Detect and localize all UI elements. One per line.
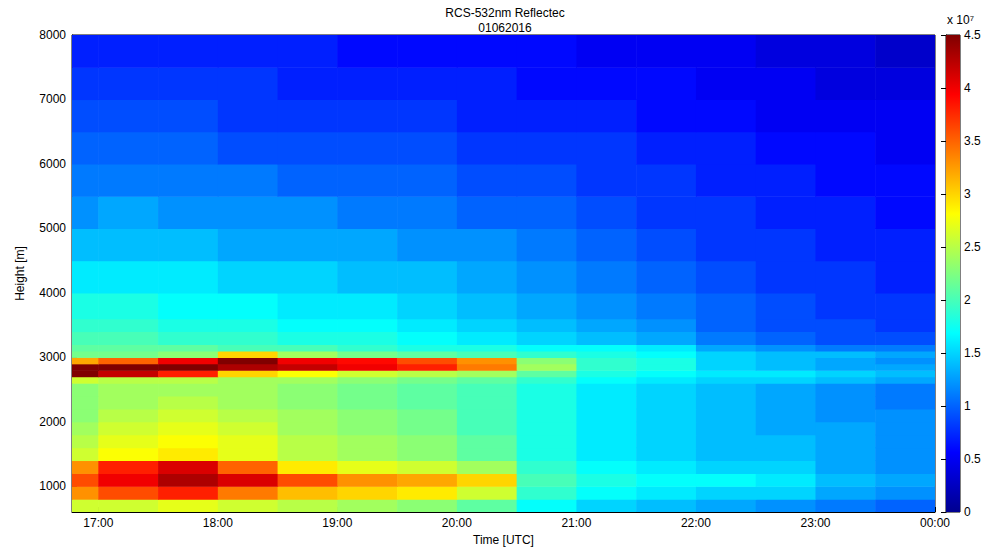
svg-text:Time [UTC]: Time [UTC] [473,533,534,547]
svg-text:18:00: 18:00 [203,516,233,530]
svg-text:8000: 8000 [39,28,66,42]
svg-text:17:00: 17:00 [83,516,113,530]
svg-text:21:00: 21:00 [561,516,591,530]
svg-text:1.5: 1.5 [964,346,981,360]
svg-text:20:00: 20:00 [442,516,472,530]
svg-text:1: 1 [964,399,971,413]
svg-text:3000: 3000 [39,350,66,364]
svg-text:7000: 7000 [39,92,66,106]
svg-text:4: 4 [964,81,971,95]
svg-text:0: 0 [964,505,971,519]
svg-text:4000: 4000 [39,286,66,300]
svg-text:6000: 6000 [39,157,66,171]
svg-text:Height [m]: Height [m] [13,246,27,301]
svg-text:2: 2 [964,293,971,307]
svg-text:x 10⁷: x 10⁷ [947,13,974,27]
svg-text:2.5: 2.5 [964,240,981,254]
svg-text:3: 3 [964,187,971,201]
svg-text:1000: 1000 [39,479,66,493]
svg-text:0.5: 0.5 [964,452,981,466]
svg-text:RCS-532nm Reflectec: RCS-532nm Reflectec [445,6,564,20]
svg-text:23:00: 23:00 [800,516,830,530]
svg-text:5000: 5000 [39,221,66,235]
svg-text:2000: 2000 [39,415,66,429]
svg-text:4.5: 4.5 [964,28,981,42]
svg-text:00:00: 00:00 [920,516,950,530]
svg-text:22:00: 22:00 [681,516,711,530]
svg-text:01062016: 01062016 [478,21,532,35]
svg-text:19:00: 19:00 [322,516,352,530]
svg-text:3.5: 3.5 [964,134,981,148]
